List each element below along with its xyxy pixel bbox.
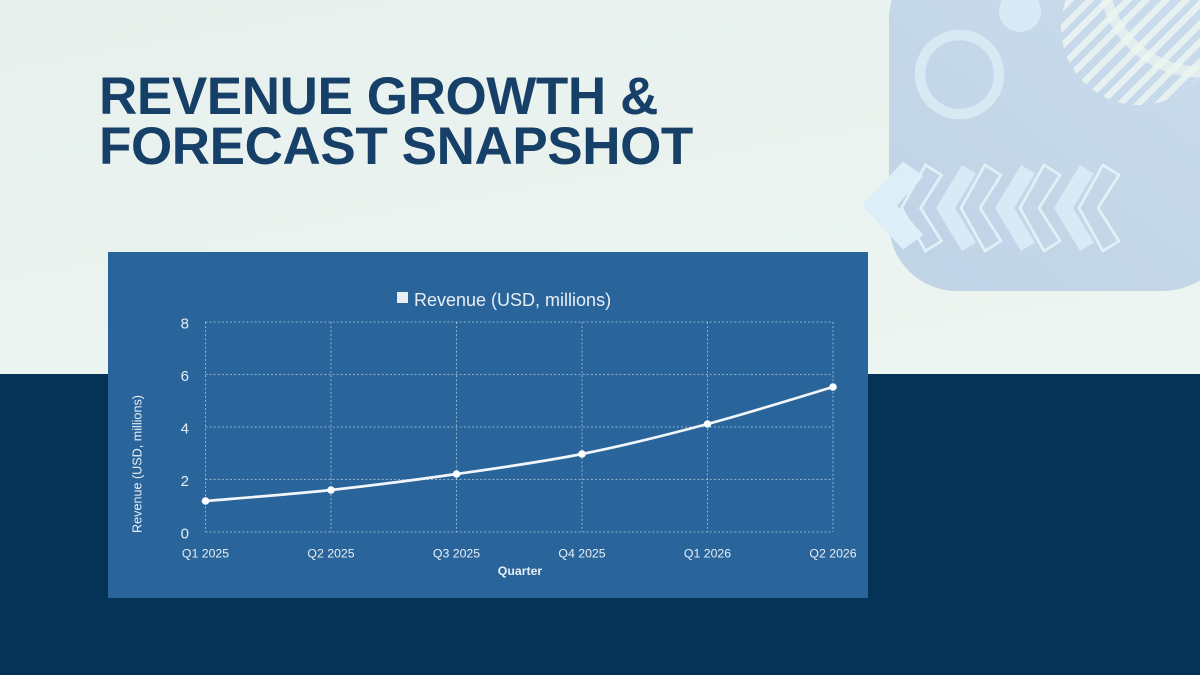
svg-text:Q1 2026: Q1 2026 (684, 547, 731, 561)
svg-text:Q3 2025: Q3 2025 (433, 547, 480, 561)
svg-text:Revenue (USD, millions): Revenue (USD, millions) (131, 395, 145, 533)
svg-text:Q2 2025: Q2 2025 (307, 547, 354, 561)
svg-text:4: 4 (181, 421, 189, 438)
svg-text:Q4 2025: Q4 2025 (558, 547, 605, 561)
svg-text:Revenue (USD, millions): Revenue (USD, millions) (414, 290, 611, 310)
svg-text:Q2 2026: Q2 2026 (809, 547, 856, 561)
svg-text:2: 2 (181, 473, 189, 490)
svg-text:6: 6 (181, 368, 189, 385)
svg-text:Q1 2025: Q1 2025 (182, 547, 229, 561)
svg-text:0: 0 (181, 526, 189, 543)
svg-text:8: 8 (181, 316, 189, 333)
svg-text:Quarter: Quarter (498, 564, 543, 578)
